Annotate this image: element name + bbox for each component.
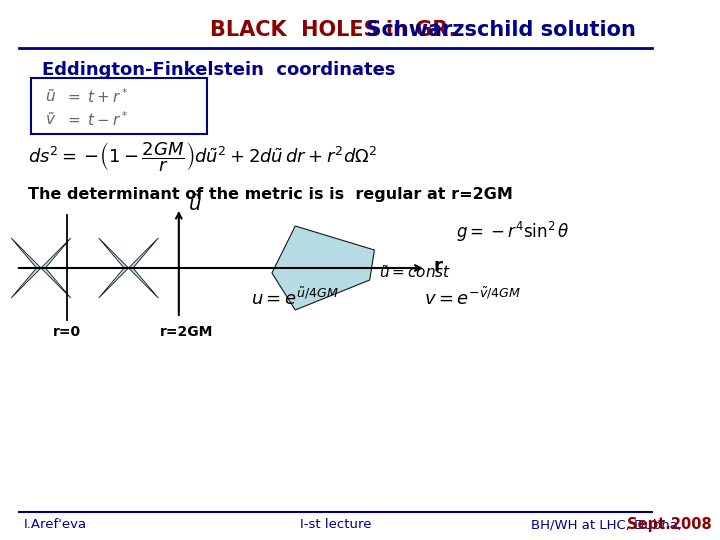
Text: $= \; t + r^*$: $= \; t + r^*$ (66, 87, 129, 106)
Text: BH/WH at LHC, Dubna,: BH/WH at LHC, Dubna, (531, 518, 682, 531)
Polygon shape (272, 226, 374, 310)
FancyBboxPatch shape (31, 78, 207, 134)
Text: r=2GM: r=2GM (160, 325, 213, 339)
Text: $\tilde{v}$: $\tilde{v}$ (45, 112, 56, 129)
Text: r: r (433, 257, 442, 275)
Text: I.Aref'eva: I.Aref'eva (23, 518, 86, 531)
Text: BLACK  HOLES in GR.: BLACK HOLES in GR. (210, 20, 456, 40)
Text: $\tilde{u} = const$: $\tilde{u} = const$ (379, 265, 451, 281)
Polygon shape (12, 268, 41, 298)
Text: $g = -r^4\sin^2\theta$: $g = -r^4\sin^2\theta$ (456, 220, 570, 244)
Text: $= \; t - r^*$: $= \; t - r^*$ (66, 111, 129, 130)
Polygon shape (99, 268, 129, 298)
Polygon shape (41, 238, 71, 268)
Text: $u = e^{\tilde{u}/4GM}$: $u = e^{\tilde{u}/4GM}$ (251, 287, 339, 309)
Polygon shape (12, 238, 41, 268)
Text: I-st lecture: I-st lecture (300, 518, 371, 531)
Polygon shape (99, 238, 129, 268)
Text: r=0: r=0 (53, 325, 81, 339)
Text: The determinant of the metric is is  regular at r=2GM: The determinant of the metric is is regu… (28, 187, 513, 202)
Text: Sept.2008: Sept.2008 (622, 517, 712, 532)
Polygon shape (129, 268, 158, 298)
Text: $v = e^{-\tilde{v}/4GM}$: $v = e^{-\tilde{v}/4GM}$ (424, 287, 521, 309)
Text: $\tilde{u}$: $\tilde{u}$ (188, 195, 202, 215)
Text: $\tilde{u}$: $\tilde{u}$ (45, 89, 55, 105)
Text: Schwarzschild solution: Schwarzschild solution (352, 20, 636, 40)
Text: $ds^2 = -\!\left(1 - \dfrac{2GM}{r}\right)d\tilde{u}^2 + 2d\tilde{u}\,dr + r^2 d: $ds^2 = -\!\left(1 - \dfrac{2GM}{r}\righ… (28, 140, 377, 174)
Polygon shape (41, 268, 71, 298)
Text: Eddington-Finkelstein  coordinates: Eddington-Finkelstein coordinates (42, 61, 395, 79)
Polygon shape (129, 238, 158, 268)
